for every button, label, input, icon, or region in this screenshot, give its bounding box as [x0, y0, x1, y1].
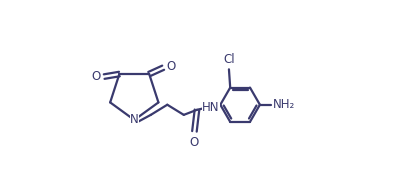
Text: O: O — [92, 70, 101, 83]
Text: NH₂: NH₂ — [273, 98, 295, 111]
Text: O: O — [190, 136, 199, 149]
Text: Cl: Cl — [224, 53, 235, 66]
Text: HN: HN — [202, 101, 220, 114]
Text: O: O — [166, 60, 176, 73]
Text: N: N — [130, 113, 139, 126]
